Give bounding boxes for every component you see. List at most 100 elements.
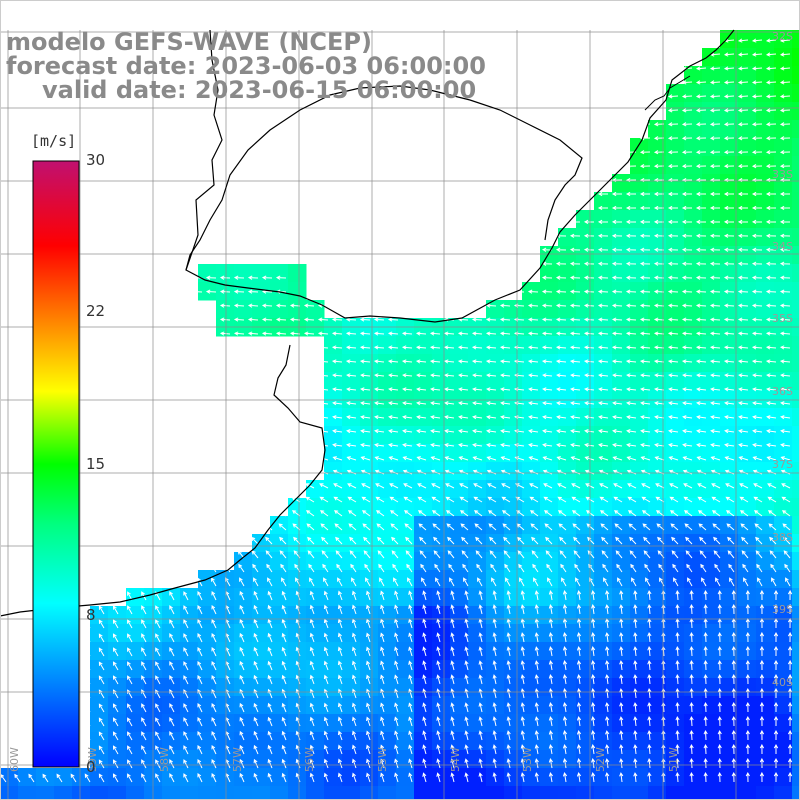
wind-speed-cell <box>792 372 800 391</box>
wind-speed-cell <box>792 354 800 373</box>
wind-speed-cell <box>342 696 361 715</box>
wind-arrow <box>751 219 763 225</box>
wind-arrow <box>333 510 343 517</box>
wind-speed-cell <box>468 480 487 499</box>
wind-arrow <box>640 387 651 392</box>
wind-arrow <box>695 219 707 225</box>
wind-arrow <box>639 219 651 225</box>
wind-speed-cell <box>486 750 505 769</box>
wind-speed-cell <box>360 732 379 751</box>
wind-speed-cell <box>234 624 253 643</box>
wind-arrow <box>239 702 245 713</box>
wind-arrow <box>625 163 637 169</box>
wind-arrow <box>127 661 133 671</box>
wind-arrow <box>309 577 315 587</box>
wind-arrow <box>737 38 749 43</box>
wind-speed-cell <box>684 534 703 553</box>
wind-speed-cell <box>216 696 235 715</box>
wind-arrow <box>421 577 427 587</box>
wind-speed-cell <box>630 750 649 769</box>
wind-arrow <box>336 563 343 573</box>
wind-arrow <box>211 632 217 643</box>
wind-speed-cell <box>540 786 559 800</box>
wind-arrow <box>464 660 469 671</box>
wind-arrow <box>281 577 287 587</box>
wind-arrow <box>387 359 399 364</box>
wind-arrow <box>374 401 385 406</box>
wind-arrow <box>738 415 749 420</box>
wind-arrow <box>534 632 539 643</box>
wind-speed-cell <box>630 786 649 800</box>
wind-speed-cell <box>486 570 505 589</box>
wind-arrow <box>611 191 622 197</box>
wind-arrow <box>471 359 483 364</box>
wind-speed-cell <box>648 768 667 787</box>
wind-arrow <box>709 80 721 85</box>
wind-arrow <box>275 331 287 336</box>
wind-arrow <box>352 632 357 643</box>
wind-arrow <box>127 633 133 643</box>
wind-arrow <box>773 645 779 656</box>
wind-arrow <box>640 373 651 378</box>
wind-arrow <box>599 483 609 489</box>
wind-arrow <box>417 483 427 489</box>
wind-arrow <box>318 429 329 434</box>
wind-speed-cell <box>450 642 469 661</box>
wind-speed-cell <box>450 696 469 715</box>
wind-speed-cell <box>774 426 793 445</box>
wind-arrow <box>709 94 721 99</box>
wind-arrow <box>527 345 539 350</box>
wind-arrow <box>141 647 147 657</box>
wind-speed-cell <box>738 138 757 157</box>
wind-speed-cell <box>324 714 343 733</box>
wind-arrow <box>391 536 399 545</box>
wind-arrow <box>745 659 750 671</box>
wind-arrow <box>418 523 427 531</box>
wind-arrow <box>169 759 175 769</box>
wind-arrow <box>626 456 637 461</box>
wind-speed-cell <box>468 462 487 481</box>
wind-speed-cell <box>702 156 721 175</box>
wind-arrow <box>773 673 779 684</box>
wind-speed-cell <box>648 192 667 211</box>
wind-speed-cell <box>666 138 685 157</box>
wind-arrow <box>472 443 483 448</box>
wind-arrow <box>380 730 385 741</box>
wind-speed-cell <box>558 624 577 643</box>
wind-speed-cell <box>468 642 487 661</box>
wind-speed-cell <box>288 534 307 553</box>
wind-speed-cell <box>792 732 800 751</box>
wind-arrow <box>633 744 638 755</box>
wind-speed-cell <box>396 588 415 607</box>
wind-arrow <box>713 536 721 545</box>
wind-arrow <box>647 771 652 783</box>
wind-arrow <box>500 415 511 420</box>
wind-arrow <box>670 523 679 531</box>
wind-speed-cell <box>666 786 685 800</box>
wind-speed-cell <box>234 300 253 319</box>
wind-arrow <box>752 401 763 406</box>
wind-arrow <box>84 689 91 699</box>
wind-arrow <box>605 772 610 783</box>
wind-arrow <box>500 429 511 434</box>
wind-arrow <box>197 577 203 587</box>
wind-speed-cell <box>162 588 181 607</box>
wind-arrow <box>436 716 441 727</box>
wind-arrow <box>709 108 721 113</box>
wind-arrow <box>205 275 217 280</box>
wind-arrow <box>571 510 581 517</box>
wind-speed-cell <box>756 732 775 751</box>
wind-arrow <box>576 646 582 657</box>
wind-speed-cell <box>576 300 595 319</box>
wind-arrow <box>183 647 189 657</box>
wind-arrow <box>323 758 329 769</box>
lon-label: 51W <box>667 747 680 772</box>
wind-arrow <box>591 730 596 741</box>
wind-arrow <box>408 730 413 741</box>
wind-arrow <box>84 661 91 671</box>
wind-speed-cell <box>342 534 361 553</box>
wind-speed-cell <box>558 570 577 589</box>
wind-arrow <box>647 701 652 713</box>
wind-speed-cell <box>432 570 451 589</box>
wind-arrow <box>709 233 721 238</box>
